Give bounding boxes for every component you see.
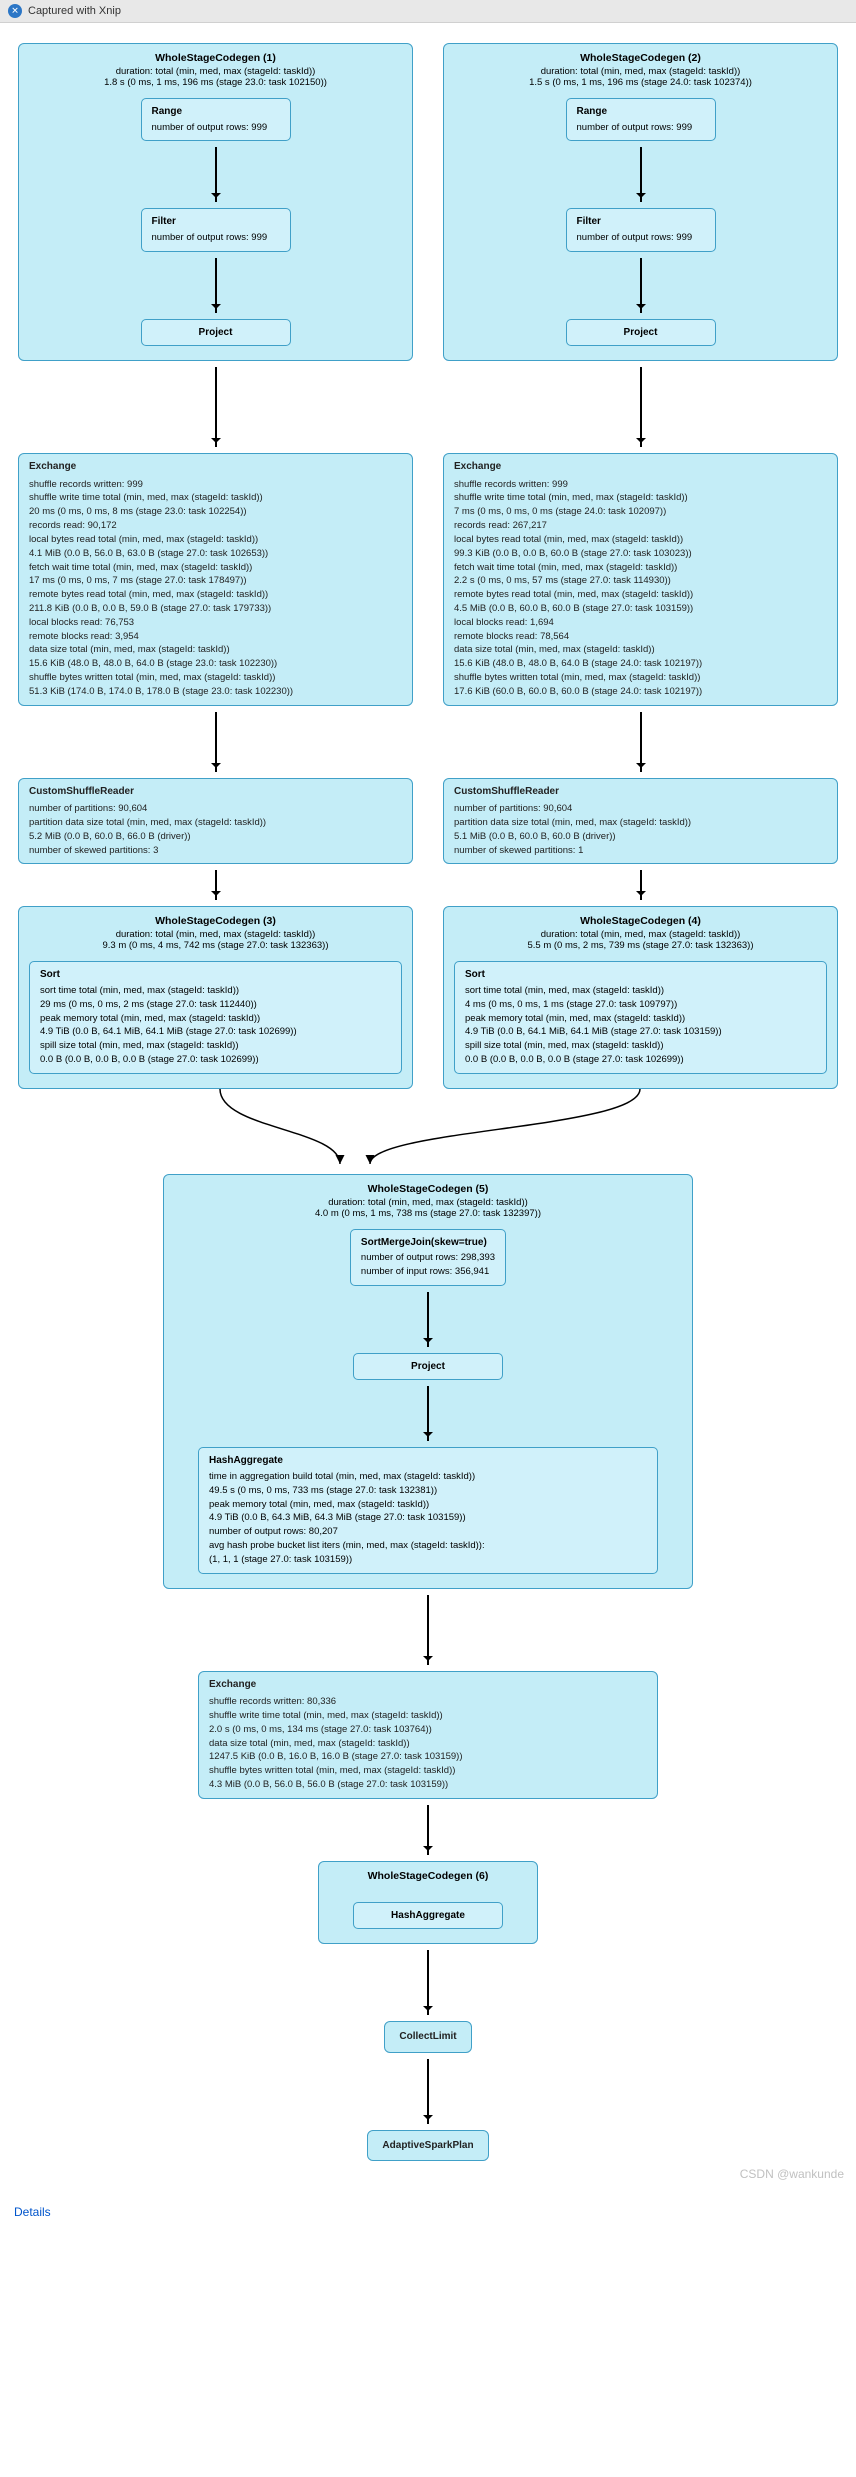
arrow-icon bbox=[640, 870, 642, 900]
filter-node-left[interactable]: Filter number of output rows: 999 bbox=[141, 208, 291, 251]
arrow-icon bbox=[640, 367, 642, 447]
customshufflereader-right[interactable]: CustomShuffleReader number of partitions… bbox=[443, 778, 838, 865]
wsc4-sub: duration: total (min, med, max (stageId:… bbox=[454, 929, 827, 951]
center-column: WholeStageCodegen (5) duration: total (m… bbox=[10, 1174, 846, 2162]
arrow-icon bbox=[215, 147, 217, 202]
hashaggregate-node-1[interactable]: HashAggregate time in aggregation build … bbox=[198, 1447, 658, 1573]
arrow-icon bbox=[427, 1386, 429, 1441]
wsc6-title: WholeStageCodegen (6) bbox=[329, 1870, 527, 1882]
wholestagecodegen-2[interactable]: WholeStageCodegen (2) duration: total (m… bbox=[443, 43, 838, 361]
wsc1-sub: duration: total (min, med, max (stageId:… bbox=[29, 66, 402, 88]
converge-arrows bbox=[10, 1089, 830, 1169]
sortmergejoin-node[interactable]: SortMergeJoin(skew=true) number of outpu… bbox=[350, 1229, 506, 1286]
arrow-icon bbox=[427, 2059, 429, 2124]
wsc3-title: WholeStageCodegen (3) bbox=[29, 915, 402, 927]
left-column: WholeStageCodegen (1) duration: total (m… bbox=[18, 43, 413, 1089]
wsc2-sub: duration: total (min, med, max (stageId:… bbox=[454, 66, 827, 88]
wsc3-sub: duration: total (min, med, max (stageId:… bbox=[29, 929, 402, 951]
adaptivesparkplan-node[interactable]: AdaptiveSparkPlan bbox=[367, 2130, 488, 2162]
hashaggregate-node-2[interactable]: HashAggregate bbox=[353, 1902, 503, 1930]
capture-caption: Captured with Xnip bbox=[28, 5, 121, 17]
range-node-right[interactable]: Range number of output rows: 999 bbox=[566, 98, 716, 141]
arrow-icon bbox=[640, 258, 642, 313]
exchange-node-left[interactable]: Exchange shuffle records written: 999 sh… bbox=[18, 453, 413, 706]
exchange-node-right[interactable]: Exchange shuffle records written: 999 sh… bbox=[443, 453, 838, 706]
sort-node-left[interactable]: Sort sort time total (min, med, max (sta… bbox=[29, 961, 402, 1073]
arrow-icon bbox=[640, 147, 642, 202]
exchange-node-2[interactable]: Exchange shuffle records written: 80,336… bbox=[198, 1671, 658, 1799]
arrow-icon bbox=[427, 1805, 429, 1855]
arrow-icon bbox=[427, 1595, 429, 1665]
collectlimit-node[interactable]: CollectLimit bbox=[384, 2021, 471, 2053]
wsc5-title: WholeStageCodegen (5) bbox=[174, 1183, 682, 1195]
wholestagecodegen-4[interactable]: WholeStageCodegen (4) duration: total (m… bbox=[443, 906, 838, 1088]
project-node-center[interactable]: Project bbox=[353, 1353, 503, 1381]
wsc5-sub: duration: total (min, med, max (stageId:… bbox=[174, 1197, 682, 1219]
arrow-icon bbox=[427, 1950, 429, 2015]
wholestagecodegen-3[interactable]: WholeStageCodegen (3) duration: total (m… bbox=[18, 906, 413, 1088]
wsc4-title: WholeStageCodegen (4) bbox=[454, 915, 827, 927]
wholestagecodegen-6[interactable]: WholeStageCodegen (6) HashAggregate bbox=[318, 1861, 538, 1945]
arrow-icon bbox=[215, 870, 217, 900]
xnip-icon bbox=[8, 4, 22, 18]
arrow-icon bbox=[215, 367, 217, 447]
right-column: WholeStageCodegen (2) duration: total (m… bbox=[443, 43, 838, 1089]
wsc1-title: WholeStageCodegen (1) bbox=[29, 52, 402, 64]
top-columns: WholeStageCodegen (1) duration: total (m… bbox=[10, 43, 846, 1089]
details-link[interactable]: Details bbox=[0, 2201, 856, 2231]
sort-node-right[interactable]: Sort sort time total (min, med, max (sta… bbox=[454, 961, 827, 1073]
dag-canvas: WholeStageCodegen (1) duration: total (m… bbox=[0, 23, 856, 2201]
wholestagecodegen-1[interactable]: WholeStageCodegen (1) duration: total (m… bbox=[18, 43, 413, 361]
customshufflereader-left[interactable]: CustomShuffleReader number of partitions… bbox=[18, 778, 413, 865]
arrow-icon bbox=[215, 712, 217, 772]
project-node-left[interactable]: Project bbox=[141, 319, 291, 347]
wholestagecodegen-5[interactable]: WholeStageCodegen (5) duration: total (m… bbox=[163, 1174, 693, 1589]
arrow-icon bbox=[427, 1292, 429, 1347]
watermark-text: CSDN @wankunde bbox=[740, 2167, 844, 2181]
filter-node-right[interactable]: Filter number of output rows: 999 bbox=[566, 208, 716, 251]
arrow-icon bbox=[640, 712, 642, 772]
capture-header: Captured with Xnip bbox=[0, 0, 856, 23]
project-node-right[interactable]: Project bbox=[566, 319, 716, 347]
wsc2-title: WholeStageCodegen (2) bbox=[454, 52, 827, 64]
arrow-icon bbox=[215, 258, 217, 313]
range-node-left[interactable]: Range number of output rows: 999 bbox=[141, 98, 291, 141]
